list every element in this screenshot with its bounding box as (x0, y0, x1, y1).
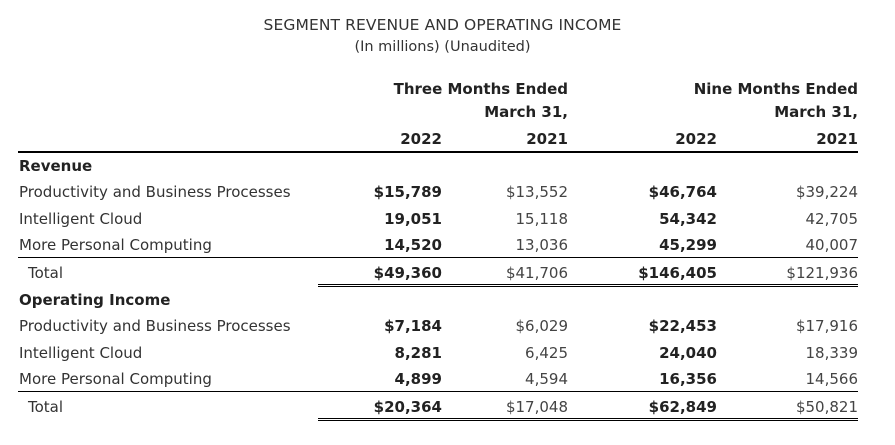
cell-value: $46,764 (648, 183, 717, 201)
cell-value: 6,425 (525, 344, 568, 362)
cell-value: 54,342 (659, 210, 717, 228)
row-label: More Personal Computing (19, 370, 212, 388)
total-label: Total (28, 398, 64, 416)
row-label: Productivity and Business Processes (19, 317, 291, 335)
cell-value: 13,036 (515, 236, 569, 254)
subtotal-rule (18, 391, 858, 392)
row-label: Productivity and Business Processes (19, 183, 291, 201)
cell-value: 4,594 (525, 370, 568, 388)
report-subtitle: (In millions) (Unaudited) (354, 39, 531, 55)
cell-value: 15,118 (515, 210, 569, 228)
cell-value: $15,789 (373, 183, 442, 201)
report-title: SEGMENT REVENUE AND OPERATING INCOME (263, 16, 622, 34)
header-year-q-current: 2022 (400, 130, 442, 148)
cell-value: $17,916 (795, 317, 858, 335)
header-nine-months: Nine Months Ended (693, 80, 858, 98)
cell-value: $13,552 (505, 183, 568, 201)
cell-value: 4,899 (394, 370, 442, 388)
row-label: Intelligent Cloud (19, 344, 143, 362)
subtotal-rule (18, 257, 858, 258)
header-year-ytd-current: 2022 (675, 130, 717, 148)
row-label: Intelligent Cloud (19, 210, 143, 228)
cell-value: 14,520 (384, 236, 442, 254)
row-label: More Personal Computing (19, 236, 212, 254)
total-value: $121,936 (786, 264, 858, 282)
total-value: $20,364 (373, 398, 442, 416)
cell-value: 45,299 (659, 236, 717, 254)
header-year-q-prior: 2021 (526, 130, 568, 148)
header-year-ytd-prior: 2021 (816, 130, 858, 148)
cell-value: 42,705 (805, 210, 859, 228)
cell-value: $6,029 (515, 317, 569, 335)
header-three-months-date: March 31, (484, 103, 568, 121)
cell-value: 40,007 (805, 236, 859, 254)
section-operating-income-label: Operating Income (19, 291, 171, 309)
total-value: $49,360 (373, 264, 442, 282)
total-value: $62,849 (648, 398, 717, 416)
cell-value: $39,224 (795, 183, 858, 201)
cell-value: $7,184 (384, 317, 442, 335)
total-value: $146,405 (638, 264, 717, 282)
header-rule (18, 151, 858, 153)
cell-value: $22,453 (648, 317, 717, 335)
section-revenue-label: Revenue (19, 157, 93, 175)
total-double-rule (318, 418, 858, 421)
total-value: $17,048 (505, 398, 568, 416)
header-nine-months-date: March 31, (774, 103, 858, 121)
cell-value: 19,051 (384, 210, 442, 228)
header-three-months: Three Months Ended (393, 80, 568, 98)
cell-value: 14,566 (805, 370, 859, 388)
total-value: $41,706 (505, 264, 568, 282)
cell-value: 8,281 (394, 344, 442, 362)
cell-value: 16,356 (659, 370, 717, 388)
cell-value: 24,040 (659, 344, 717, 362)
total-double-rule (318, 284, 858, 287)
total-value: $50,821 (795, 398, 858, 416)
cell-value: 18,339 (805, 344, 859, 362)
total-label: Total (28, 264, 64, 282)
